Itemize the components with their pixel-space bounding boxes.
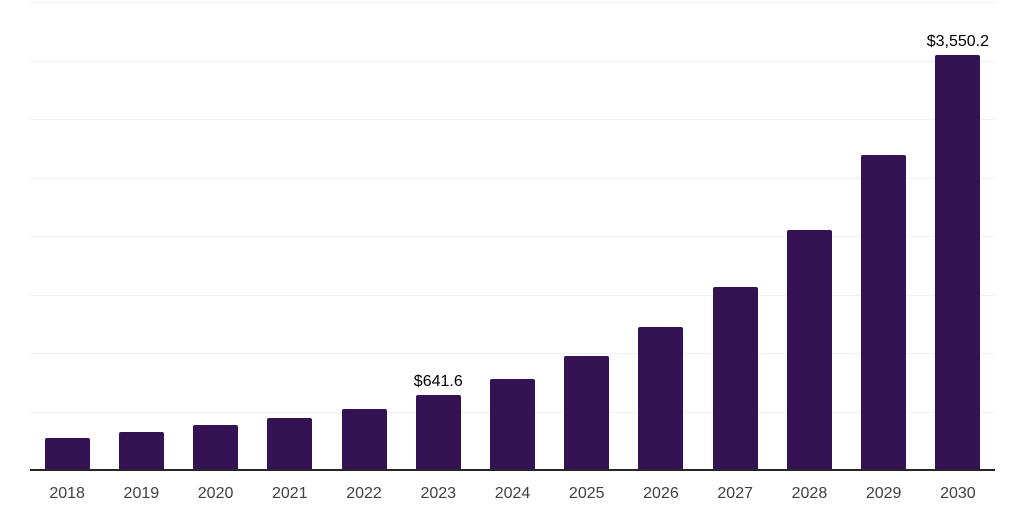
gridline-2500 [30, 177, 995, 179]
bar-2024 [490, 378, 535, 470]
x-axis-tick-labels: 2018 2019 2020 2021 2022 2023 2024 2025 2026 2027… [30, 485, 995, 505]
data-label-2030: $3,550.2 [926, 32, 990, 50]
x-tick-label-2030: 2030 [940, 485, 976, 502]
bar-2021 [267, 417, 313, 470]
x-tick-label-2023: 2023 [420, 485, 457, 502]
x-tick-label-2019: 2019 [123, 485, 160, 502]
x-tick-label-2028: 2028 [791, 485, 828, 502]
x-tick-label-2020: 2020 [197, 485, 234, 502]
x-tick-label-2021: 2021 [272, 485, 308, 502]
x-tick-label-2027: 2027 [717, 485, 753, 502]
x-axis-line [30, 469, 995, 471]
bar-2023 [415, 394, 461, 470]
gridline-4000 [30, 2, 995, 3]
bar-2019 [118, 431, 164, 470]
gridline-2000 [30, 236, 995, 237]
plot-area: $641.6 $3,550.2 [30, 2, 995, 470]
x-tick-label-2024: 2024 [494, 485, 531, 502]
bar-2028 [786, 230, 832, 470]
bar-2025 [564, 355, 610, 470]
gridline-3000 [30, 119, 995, 120]
bar-2018 [44, 437, 90, 470]
bar-2029 [861, 155, 907, 470]
gridline-1000 [30, 353, 995, 354]
bar-2026 [638, 326, 684, 470]
x-tick-label-2018: 2018 [49, 485, 85, 502]
x-tick-label-2022: 2022 [346, 485, 382, 502]
data-label-2023: $641.6 [413, 372, 463, 390]
bar-2027 [712, 286, 758, 470]
bar-2030 [935, 54, 981, 470]
gridline-3500 [30, 60, 995, 62]
x-tick-label-2025: 2025 [568, 485, 605, 502]
bar-2020 [193, 424, 239, 470]
gridline-1500 [30, 294, 995, 296]
x-tick-label-2029: 2029 [865, 485, 902, 502]
bar-2022 [341, 408, 387, 470]
x-tick-label-2026: 2026 [643, 485, 679, 502]
